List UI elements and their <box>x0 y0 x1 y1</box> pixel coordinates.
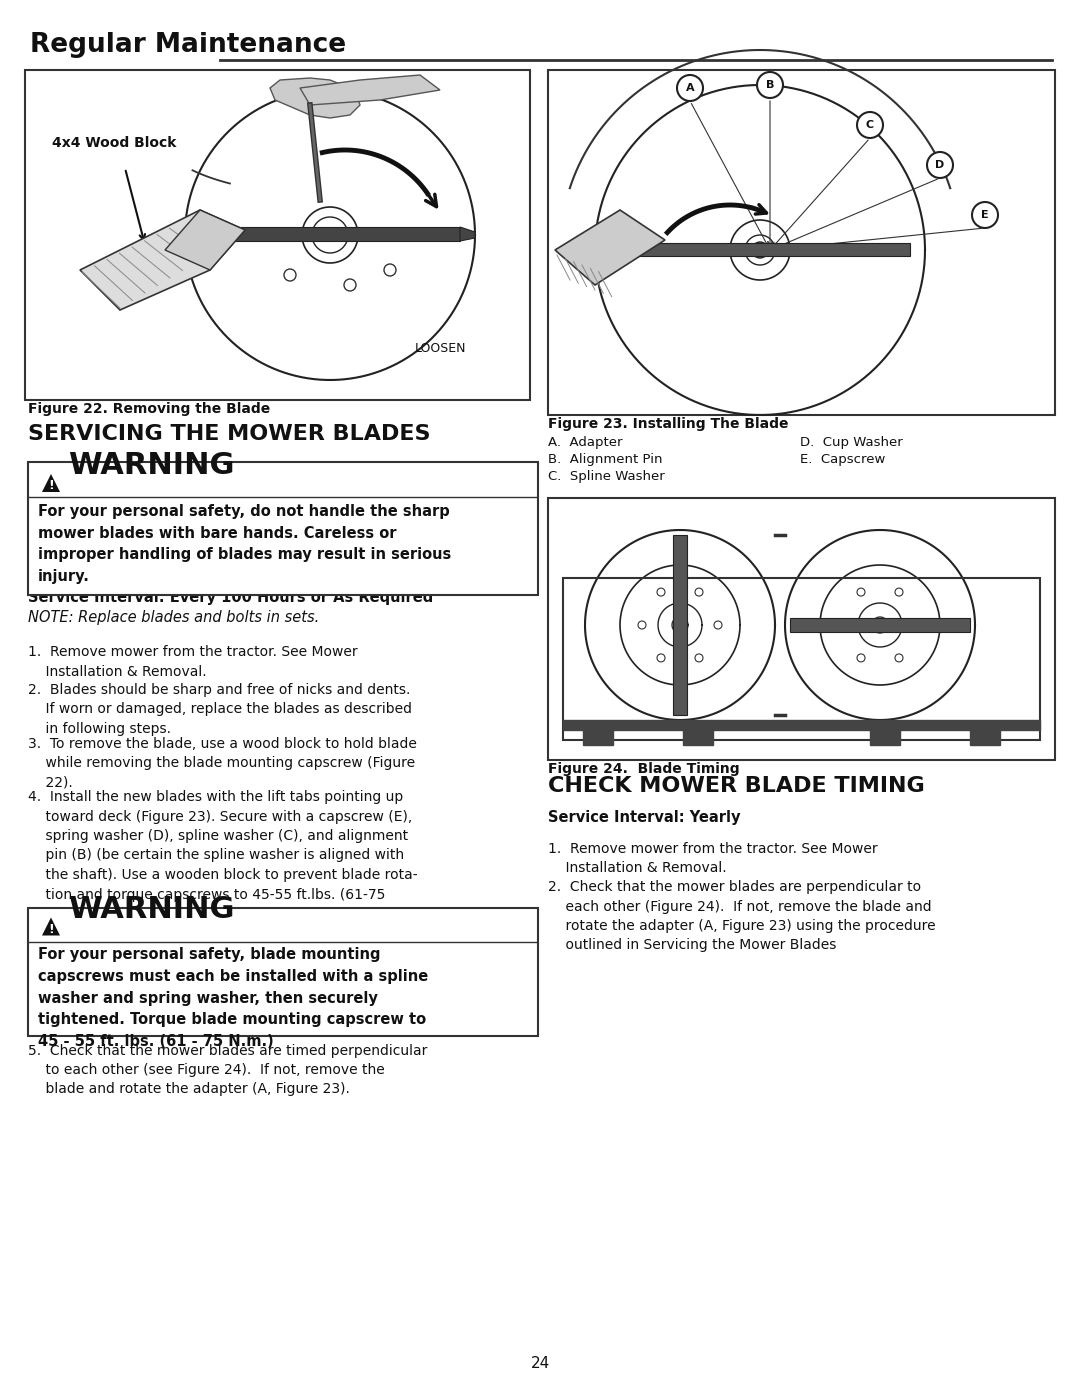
Circle shape <box>638 622 646 629</box>
Polygon shape <box>185 226 200 242</box>
Circle shape <box>696 588 703 597</box>
Polygon shape <box>683 731 713 745</box>
Polygon shape <box>165 210 245 270</box>
Text: SERVICING THE MOWER BLADES: SERVICING THE MOWER BLADES <box>28 425 431 444</box>
Text: 3.  To remove the blade, use a wood block to hold blade
    while removing the b: 3. To remove the blade, use a wood block… <box>28 736 417 789</box>
Circle shape <box>345 279 356 291</box>
Text: Service Interval: Yearly: Service Interval: Yearly <box>548 810 741 826</box>
Circle shape <box>714 622 723 629</box>
Circle shape <box>858 654 865 662</box>
Circle shape <box>384 264 396 277</box>
Text: D.  Cup Washer: D. Cup Washer <box>800 436 903 448</box>
Circle shape <box>895 654 903 662</box>
Bar <box>563 578 1040 740</box>
Text: 1.  Remove mower from the tractor. See Mower
    Installation & Removal.: 1. Remove mower from the tractor. See Mo… <box>28 645 357 679</box>
Polygon shape <box>270 78 360 117</box>
Bar <box>548 70 1055 415</box>
Polygon shape <box>460 226 475 242</box>
Text: 2.  Blades should be sharp and free of nicks and dents.
    If worn or damaged, : 2. Blades should be sharp and free of ni… <box>28 683 411 736</box>
Text: A: A <box>686 82 694 94</box>
Text: B.  Alignment Pin: B. Alignment Pin <box>548 453 662 467</box>
Text: B: B <box>766 80 774 89</box>
Text: 5.  Check that the mower blades are timed perpendicular
    to each other (see F: 5. Check that the mower blades are timed… <box>28 1044 428 1097</box>
Polygon shape <box>563 719 1040 731</box>
Text: CHECK MOWER BLADE TIMING: CHECK MOWER BLADE TIMING <box>548 775 924 796</box>
Circle shape <box>757 73 783 98</box>
Polygon shape <box>42 474 60 492</box>
Circle shape <box>858 112 883 138</box>
Circle shape <box>677 75 703 101</box>
Circle shape <box>927 152 953 177</box>
Bar <box>28 908 538 1035</box>
Text: !: ! <box>49 922 54 936</box>
Text: Service Interval: Every 100 Hours or As Required: Service Interval: Every 100 Hours or As … <box>28 590 433 605</box>
Polygon shape <box>583 731 613 745</box>
Circle shape <box>657 588 665 597</box>
Text: LOOSEN: LOOSEN <box>415 342 467 355</box>
Text: 1.  Remove mower from the tractor. See Mower
    Installation & Removal.: 1. Remove mower from the tractor. See Mo… <box>548 842 878 876</box>
Text: D: D <box>935 161 945 170</box>
Text: A.  Adapter: A. Adapter <box>548 436 622 448</box>
Text: Figure 23. Installing The Blade: Figure 23. Installing The Blade <box>548 416 788 432</box>
Circle shape <box>752 242 768 258</box>
Bar <box>548 497 1055 760</box>
Text: E.  Capscrew: E. Capscrew <box>800 453 886 467</box>
Text: Regular Maintenance: Regular Maintenance <box>30 32 346 59</box>
Text: 24: 24 <box>530 1356 550 1370</box>
Text: !: ! <box>49 479 54 492</box>
Text: For your personal safety, blade mounting
capscrews must each be installed with a: For your personal safety, blade mounting… <box>38 947 429 1049</box>
Polygon shape <box>970 731 1000 745</box>
Circle shape <box>657 654 665 662</box>
Bar <box>28 462 538 595</box>
Bar <box>200 226 460 242</box>
Circle shape <box>838 622 846 629</box>
Text: Figure 22. Removing the Blade: Figure 22. Removing the Blade <box>28 402 270 416</box>
Bar <box>610 243 910 256</box>
Text: WARNING: WARNING <box>68 894 234 923</box>
Bar <box>673 535 687 715</box>
Circle shape <box>858 588 865 597</box>
Text: NOTE: Replace blades and bolts in sets.: NOTE: Replace blades and bolts in sets. <box>28 610 320 624</box>
Polygon shape <box>555 210 665 285</box>
Text: 4x4 Wood Block: 4x4 Wood Block <box>52 136 176 149</box>
Circle shape <box>895 588 903 597</box>
Bar <box>789 617 970 631</box>
Text: 2.  Check that the mower blades are perpendicular to
    each other (Figure 24).: 2. Check that the mower blades are perpe… <box>548 880 935 953</box>
Circle shape <box>696 654 703 662</box>
Text: For your personal safety, do not handle the sharp
mower blades with bare hands. : For your personal safety, do not handle … <box>38 504 451 584</box>
Bar <box>25 70 530 400</box>
Polygon shape <box>870 731 900 745</box>
Circle shape <box>914 622 922 629</box>
Polygon shape <box>80 210 245 310</box>
Text: C: C <box>866 120 874 130</box>
Text: Figure 24.  Blade Timing: Figure 24. Blade Timing <box>548 761 740 775</box>
Text: 4.  Install the new blades with the lift tabs pointing up
    toward deck (Figur: 4. Install the new blades with the lift … <box>28 789 418 921</box>
Polygon shape <box>300 75 440 105</box>
Text: C.  Spline Washer: C. Spline Washer <box>548 469 665 483</box>
Circle shape <box>972 203 998 228</box>
Text: E: E <box>982 210 989 219</box>
Polygon shape <box>42 918 60 936</box>
Circle shape <box>284 270 296 281</box>
Text: WARNING: WARNING <box>68 451 234 481</box>
